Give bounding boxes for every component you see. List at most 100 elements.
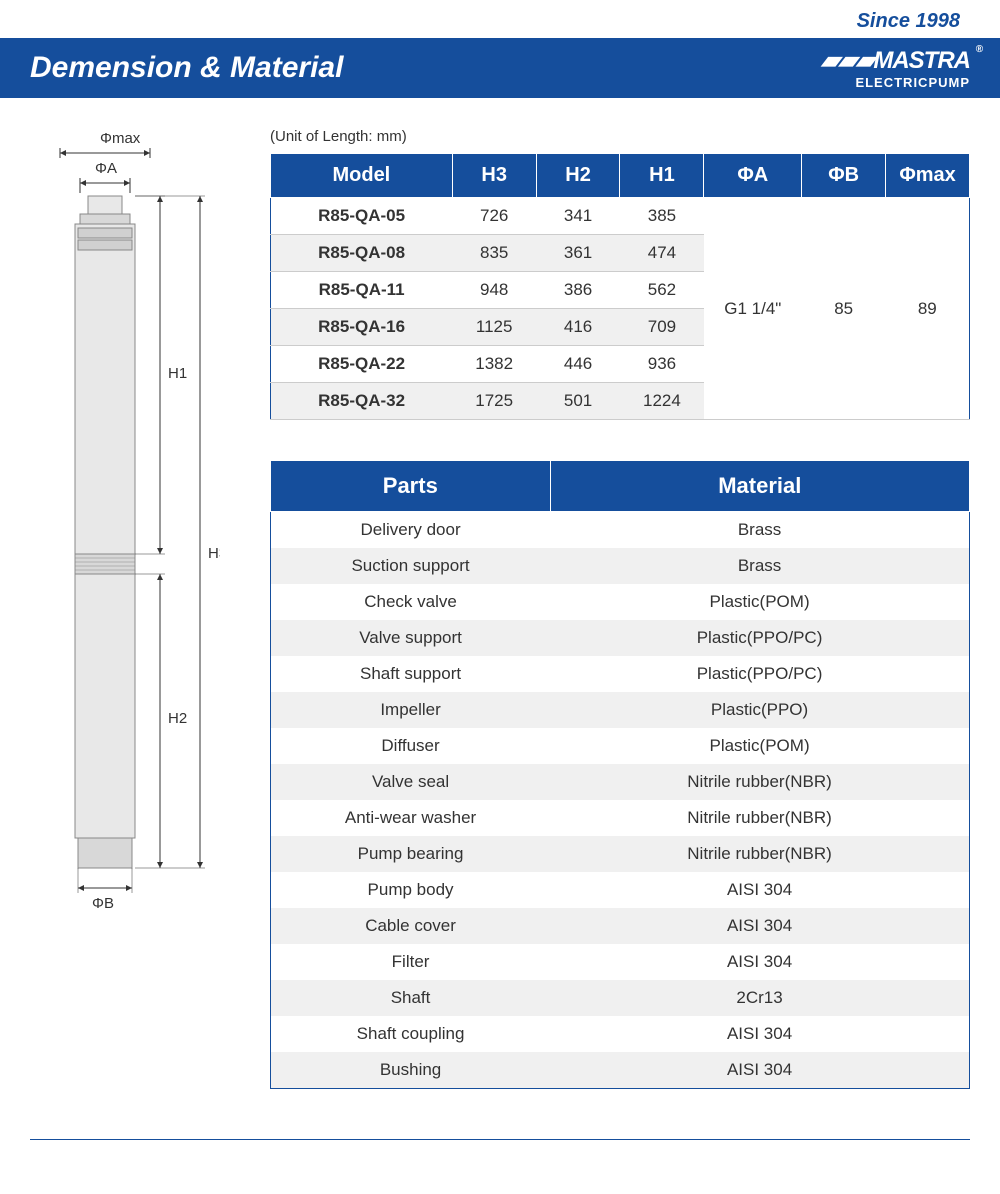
cell-value: 726 xyxy=(452,198,536,235)
cell-part: Valve support xyxy=(271,620,551,656)
table-row: Check valvePlastic(POM) xyxy=(271,584,970,620)
material-table: Parts Material Delivery doorBrassSuction… xyxy=(270,460,970,1089)
label-phia: ΦA xyxy=(95,160,117,177)
col-parts: Parts xyxy=(271,461,551,512)
table-row: DiffuserPlastic(POM) xyxy=(271,728,970,764)
table-row: Pump bearingNitrile rubber(NBR) xyxy=(271,836,970,872)
cell-material: Plastic(PPO) xyxy=(550,692,969,728)
table-row: Valve supportPlastic(PPO/PC) xyxy=(271,620,970,656)
cell-material: AISI 304 xyxy=(550,872,969,908)
cell-material: Brass xyxy=(550,512,969,549)
cell-merged: 89 xyxy=(886,198,970,420)
cell-material: Nitrile rubber(NBR) xyxy=(550,800,969,836)
cell-part: Suction support xyxy=(271,548,551,584)
table-row: Shaft supportPlastic(PPO/PC) xyxy=(271,656,970,692)
brand-name: ▰▰▰MASTRA® xyxy=(821,46,970,75)
cell-material: Plastic(PPO/PC) xyxy=(550,656,969,692)
label-h3: H3 xyxy=(208,545,220,562)
cell-model: R85-QA-11 xyxy=(271,272,453,309)
cell-value: 1125 xyxy=(452,309,536,346)
col-phimax: Φmax xyxy=(886,154,970,198)
table-row: Shaft2Cr13 xyxy=(271,980,970,1016)
cell-value: 709 xyxy=(620,309,704,346)
cell-value: 1382 xyxy=(452,346,536,383)
cell-material: AISI 304 xyxy=(550,1016,969,1052)
cell-material: 2Cr13 xyxy=(550,980,969,1016)
cell-material: AISI 304 xyxy=(550,1052,969,1089)
col-phib: ΦB xyxy=(802,154,886,198)
since-text: Since 1998 xyxy=(857,10,960,33)
cell-part: Shaft xyxy=(271,980,551,1016)
label-h1: H1 xyxy=(168,365,187,382)
cell-value: 501 xyxy=(536,383,620,420)
cell-part: Shaft coupling xyxy=(271,1016,551,1052)
cell-value: 416 xyxy=(536,309,620,346)
cell-model: R85-QA-32 xyxy=(271,383,453,420)
cell-value: 1725 xyxy=(452,383,536,420)
cell-value: 1224 xyxy=(620,383,704,420)
cell-model: R85-QA-16 xyxy=(271,309,453,346)
cell-value: 562 xyxy=(620,272,704,309)
col-model: Model xyxy=(271,154,453,198)
col-h3: H3 xyxy=(452,154,536,198)
cell-value: 948 xyxy=(452,272,536,309)
table-header-row: Parts Material xyxy=(271,461,970,512)
col-material: Material xyxy=(550,461,969,512)
table-row: BushingAISI 304 xyxy=(271,1052,970,1089)
col-phia: ΦA xyxy=(704,154,802,198)
cell-value: 361 xyxy=(536,235,620,272)
label-phib: ΦB xyxy=(92,895,114,912)
table-header-row: Model H3 H2 H1 ΦA ΦB Φmax xyxy=(271,154,970,198)
header-bar: Demension & Material ▰▰▰MASTRA® ELECTRIC… xyxy=(0,38,1000,98)
table-row: Suction supportBrass xyxy=(271,548,970,584)
table-row: Shaft couplingAISI 304 xyxy=(271,1016,970,1052)
cell-part: Pump body xyxy=(271,872,551,908)
cell-value: 936 xyxy=(620,346,704,383)
table-row: ImpellerPlastic(PPO) xyxy=(271,692,970,728)
pump-diagram: Φmax ΦA xyxy=(50,128,220,928)
label-phimax: Φmax xyxy=(100,130,141,147)
table-row: FilterAISI 304 xyxy=(271,944,970,980)
cell-model: R85-QA-05 xyxy=(271,198,453,235)
cell-part: Valve seal xyxy=(271,764,551,800)
col-h2: H2 xyxy=(536,154,620,198)
cell-value: 835 xyxy=(452,235,536,272)
cell-merged: G1 1/4" xyxy=(704,198,802,420)
table-row: Delivery doorBrass xyxy=(271,512,970,549)
cell-material: Nitrile rubber(NBR) xyxy=(550,764,969,800)
top-bar: Since 1998 xyxy=(0,0,1000,38)
unit-note: (Unit of Length: mm) xyxy=(270,128,970,145)
brand-sub: ELECTRICPUMP xyxy=(821,75,970,90)
table-row: R85-QA-05726341385G1 1/4"8589 xyxy=(271,198,970,235)
cell-value: 446 xyxy=(536,346,620,383)
cell-value: 385 xyxy=(620,198,704,235)
cell-merged: 85 xyxy=(802,198,886,420)
col-h1: H1 xyxy=(620,154,704,198)
cell-part: Shaft support xyxy=(271,656,551,692)
table-row: Cable coverAISI 304 xyxy=(271,908,970,944)
cell-part: Delivery door xyxy=(271,512,551,549)
cell-material: Plastic(PPO/PC) xyxy=(550,620,969,656)
cell-material: Plastic(POM) xyxy=(550,728,969,764)
diagram-column: Φmax ΦA xyxy=(50,128,230,1089)
cell-material: Plastic(POM) xyxy=(550,584,969,620)
cell-model: R85-QA-22 xyxy=(271,346,453,383)
cell-material: AISI 304 xyxy=(550,908,969,944)
cell-value: 474 xyxy=(620,235,704,272)
table-row: Valve sealNitrile rubber(NBR) xyxy=(271,764,970,800)
dimension-table: Model H3 H2 H1 ΦA ΦB Φmax R85-QA-0572634… xyxy=(270,153,970,420)
brand-logo: ▰▰▰MASTRA® ELECTRICPUMP xyxy=(821,46,970,90)
label-h2: H2 xyxy=(168,710,187,727)
cell-value: 341 xyxy=(536,198,620,235)
cell-part: Diffuser xyxy=(271,728,551,764)
table-row: Anti-wear washerNitrile rubber(NBR) xyxy=(271,800,970,836)
cell-model: R85-QA-08 xyxy=(271,235,453,272)
cell-part: Bushing xyxy=(271,1052,551,1089)
footer-line xyxy=(30,1139,970,1140)
cell-material: Nitrile rubber(NBR) xyxy=(550,836,969,872)
cell-part: Pump bearing xyxy=(271,836,551,872)
cell-part: Filter xyxy=(271,944,551,980)
table-row: Pump bodyAISI 304 xyxy=(271,872,970,908)
cell-material: AISI 304 xyxy=(550,944,969,980)
cell-part: Impeller xyxy=(271,692,551,728)
